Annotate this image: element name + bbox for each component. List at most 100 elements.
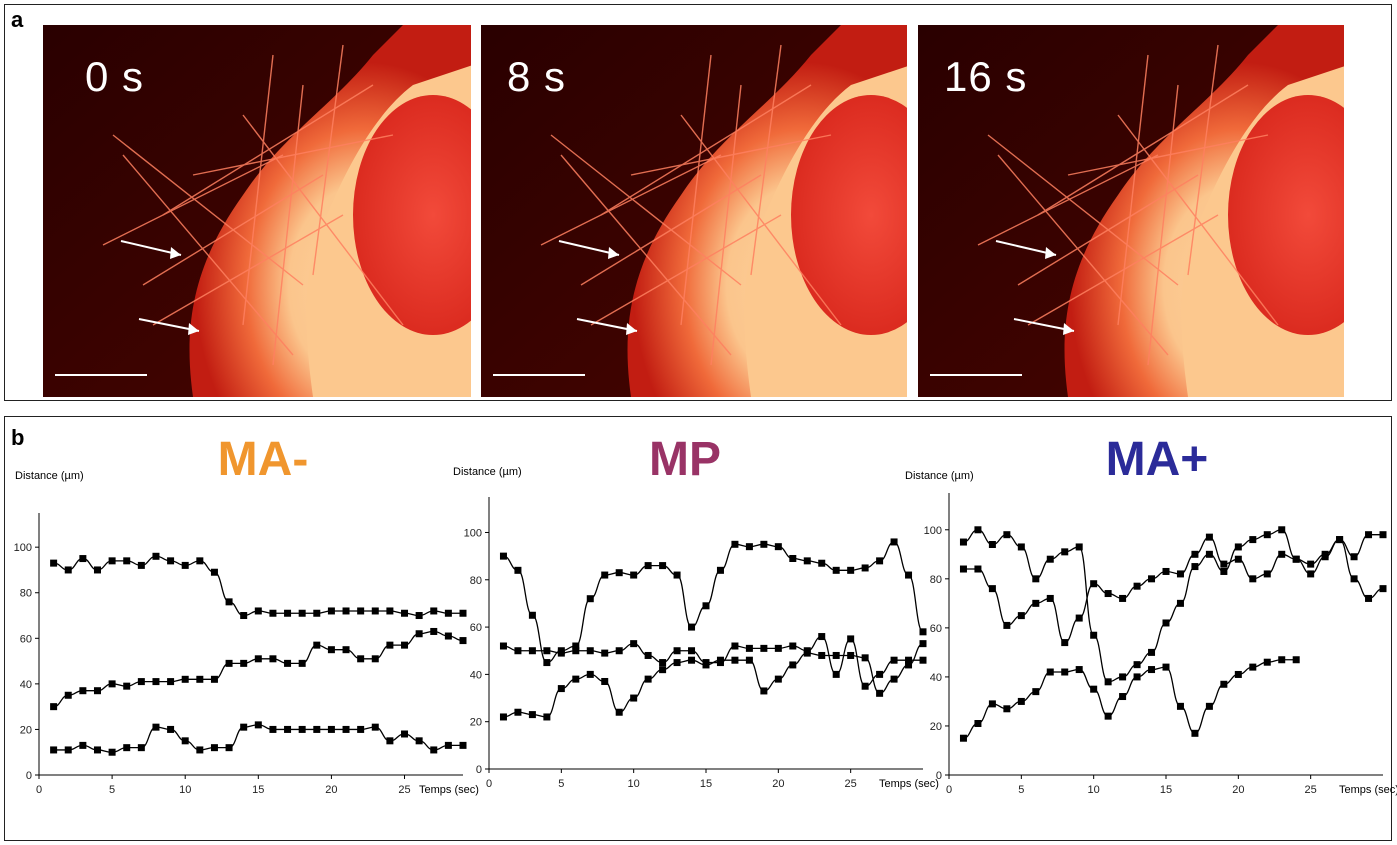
data-point: [1321, 550, 1329, 558]
data-point: [688, 656, 696, 664]
data-point: [1133, 661, 1141, 669]
data-point: [196, 557, 204, 565]
data-point: [1162, 567, 1170, 575]
x-tick-label: 15: [700, 778, 712, 790]
time-label: 8 s: [507, 53, 567, 100]
x-tick-label: 5: [1018, 784, 1024, 796]
data-point: [572, 642, 580, 650]
data-point: [1336, 536, 1344, 544]
x-tick-label: 10: [179, 784, 191, 796]
data-point: [123, 682, 131, 690]
data-point: [64, 691, 72, 699]
chart-ma-plus: MA+ Distance (µm) Temps (sec) 0 20 40 60 80 100 0…: [895, 417, 1397, 842]
data-point: [459, 609, 467, 617]
data-point: [557, 649, 565, 657]
data-point: [688, 623, 696, 631]
data-point: [774, 543, 782, 551]
data-point: [702, 661, 710, 669]
data-point: [225, 659, 233, 667]
data-point: [357, 725, 365, 733]
data-point: [1046, 594, 1054, 602]
data-point: [1249, 575, 1257, 583]
y-tick-label: 60: [930, 623, 942, 635]
chart-title: MP: [649, 433, 721, 486]
y-tick-label: 40: [20, 679, 32, 691]
y-tick-label: 100: [14, 542, 32, 554]
data-point: [760, 644, 768, 652]
data-point: [1061, 639, 1069, 647]
data-point: [702, 602, 710, 610]
data-point: [803, 649, 811, 657]
data-point: [1104, 678, 1112, 686]
data-point: [688, 647, 696, 655]
data-point: [673, 647, 681, 655]
data-point: [225, 598, 233, 606]
data-point: [415, 737, 423, 745]
y-tick-label: 20: [470, 717, 482, 729]
data-point: [1365, 594, 1373, 602]
data-point: [284, 609, 292, 617]
data-point: [572, 675, 580, 683]
x-tick-label: 10: [628, 778, 640, 790]
data-point: [1205, 550, 1213, 558]
data-point: [240, 659, 248, 667]
data-point: [615, 647, 623, 655]
data-point: [50, 559, 58, 567]
x-tick-label: 5: [558, 778, 564, 790]
data-point: [959, 565, 967, 573]
data-point: [745, 656, 753, 664]
data-point: [401, 730, 409, 738]
data-point: [181, 737, 189, 745]
data-point: [167, 725, 175, 733]
y-tick-label: 20: [20, 724, 32, 736]
data-point: [1350, 553, 1358, 561]
data-point: [1148, 575, 1156, 583]
data-point: [1263, 531, 1271, 539]
data-point: [1119, 594, 1127, 602]
y-tick-label: 0: [26, 770, 32, 782]
data-point: [357, 655, 365, 663]
data-point: [601, 677, 609, 685]
data-point: [586, 647, 594, 655]
data-point: [254, 607, 262, 615]
data-point: [371, 723, 379, 731]
panel-b: b MA- Distance (µm) Temps (sec) 0 20 40 60 80 10…: [4, 416, 1397, 842]
data-point: [284, 659, 292, 667]
data-point: [1307, 570, 1315, 578]
data-point: [630, 571, 638, 579]
x-axis-label: Temps (sec): [419, 784, 479, 796]
data-point: [123, 744, 131, 752]
data-point: [1119, 693, 1127, 701]
data-point: [1162, 663, 1170, 671]
x-axis-label: Temps (sec): [879, 778, 939, 790]
data-point: [1278, 656, 1286, 664]
series-line: [963, 529, 1383, 683]
data-point: [818, 651, 826, 659]
data-point: [298, 659, 306, 667]
data-point: [1350, 575, 1358, 583]
data-point: [1220, 567, 1228, 575]
data-point: [745, 644, 753, 652]
data-point: [1205, 702, 1213, 710]
data-point: [371, 655, 379, 663]
data-point: [152, 723, 160, 731]
data-point: [731, 540, 739, 548]
series-line: [503, 635, 923, 687]
data-point: [974, 565, 982, 573]
data-point: [861, 564, 869, 572]
data-point: [1119, 673, 1127, 681]
data-point: [974, 526, 982, 534]
data-point: [284, 725, 292, 733]
data-point: [659, 659, 667, 667]
data-point: [313, 725, 321, 733]
data-point: [240, 612, 248, 620]
data-point: [760, 687, 768, 695]
y-tick-label: 0: [476, 764, 482, 776]
data-point: [1278, 550, 1286, 558]
data-point: [415, 630, 423, 638]
data-point: [1075, 543, 1083, 551]
data-point: [832, 670, 840, 678]
data-point: [240, 723, 248, 731]
data-point: [988, 585, 996, 593]
data-point: [760, 540, 768, 548]
